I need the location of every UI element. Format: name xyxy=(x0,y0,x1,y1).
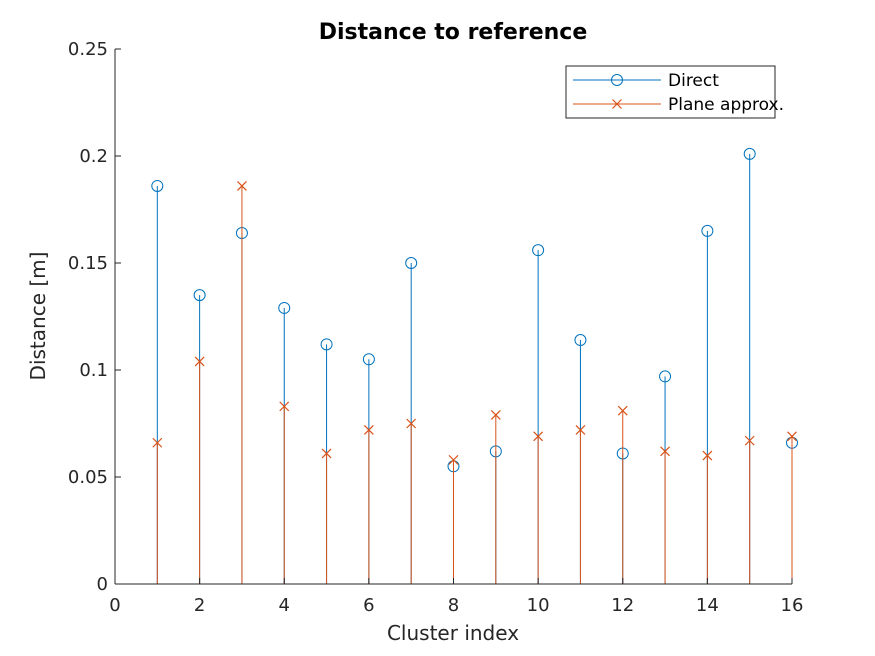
data-point xyxy=(362,353,375,366)
y-tick-label: 0.05 xyxy=(68,467,108,488)
data-point xyxy=(406,418,417,429)
marker-stroke xyxy=(363,424,374,435)
data-point xyxy=(533,431,544,442)
marker-stroke xyxy=(617,405,628,416)
x-tick-label: 12 xyxy=(611,595,634,616)
data-point xyxy=(405,257,418,269)
data-point xyxy=(660,446,670,457)
legend-label: Direct xyxy=(668,71,719,91)
marker-stroke xyxy=(744,435,755,446)
data-point xyxy=(574,334,587,347)
data-point xyxy=(744,435,755,446)
data-point xyxy=(743,147,756,160)
data-point xyxy=(193,289,206,302)
data-point xyxy=(448,454,459,465)
data-point xyxy=(617,405,628,416)
marker-stroke xyxy=(660,446,670,457)
y-tick-label: 0.25 xyxy=(68,39,108,60)
x-tick-label: 16 xyxy=(781,595,804,616)
x-tick-label: 2 xyxy=(194,595,205,616)
y-tick-label: 0.2 xyxy=(79,146,108,167)
marker-stroke xyxy=(533,431,544,442)
marker-stroke xyxy=(406,418,417,429)
chart-title: Distance to reference xyxy=(319,20,588,45)
marker-stroke xyxy=(612,99,622,109)
data-point xyxy=(151,179,164,192)
marker-stroke xyxy=(279,401,290,412)
legend-box xyxy=(565,65,776,119)
marker-stroke xyxy=(490,410,501,420)
data-point xyxy=(659,370,672,383)
data-point xyxy=(701,224,714,237)
data-point xyxy=(321,448,332,459)
data-point xyxy=(278,301,291,314)
marker-stroke xyxy=(575,424,586,435)
x-axis-label: Cluster index xyxy=(387,621,519,645)
data-point xyxy=(279,401,290,412)
marker-stroke xyxy=(702,450,713,461)
data-point xyxy=(237,181,247,191)
x-tick-label: 4 xyxy=(279,595,290,616)
legend-label: Plane approx. xyxy=(668,95,784,115)
y-axis-label: Distance [m] xyxy=(26,252,50,381)
y-tick-label: 0.1 xyxy=(79,360,108,381)
series-2 xyxy=(152,181,797,584)
marker-stroke xyxy=(448,454,459,465)
x-tick-label: 14 xyxy=(696,595,719,616)
y-tick-label: 0.15 xyxy=(68,253,108,274)
legend: Direct Plane approx. xyxy=(565,65,784,119)
marker-stroke xyxy=(152,437,163,448)
data-point xyxy=(363,424,374,435)
marker-stroke xyxy=(237,181,247,191)
data-point xyxy=(152,437,163,448)
data-point xyxy=(320,338,333,351)
marker-stroke xyxy=(787,431,797,442)
data-point xyxy=(194,356,205,367)
marker-stroke xyxy=(194,356,205,367)
legend-marker xyxy=(612,99,622,109)
data-point xyxy=(532,244,545,257)
data-point xyxy=(787,431,797,442)
x-tick-label: 8 xyxy=(448,595,459,616)
data-point xyxy=(702,450,713,461)
legend-marker xyxy=(611,74,623,86)
data-point xyxy=(575,424,586,435)
x-tick-label: 0 xyxy=(109,595,120,616)
y-tick-label: 0 xyxy=(97,574,108,595)
data-point xyxy=(490,410,501,420)
marker-stroke xyxy=(321,448,332,459)
x-tick-label: 6 xyxy=(363,595,374,616)
x-tick-label: 10 xyxy=(527,595,550,616)
